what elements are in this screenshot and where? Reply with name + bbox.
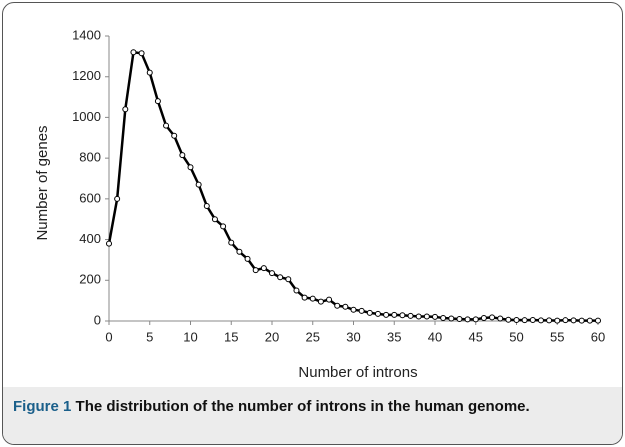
y-tick-label: 800 <box>79 150 101 165</box>
point <box>595 317 601 324</box>
point <box>350 306 357 313</box>
point <box>489 314 496 321</box>
point <box>220 223 227 230</box>
y-axis-label: Number of genes <box>34 125 51 240</box>
point <box>374 310 381 317</box>
x-axis-label: Number of introns <box>298 364 417 381</box>
x-tick-label: 25 <box>306 329 320 344</box>
point <box>211 216 218 223</box>
point <box>269 270 275 277</box>
point <box>497 315 504 322</box>
point <box>423 313 430 320</box>
point <box>366 309 373 316</box>
point <box>342 303 349 310</box>
point <box>383 311 390 318</box>
point <box>146 69 153 76</box>
point <box>154 98 161 105</box>
point <box>106 240 112 247</box>
point <box>578 317 585 324</box>
point <box>163 122 170 129</box>
point <box>391 311 398 318</box>
y-tick-label: 400 <box>79 231 101 246</box>
point <box>309 295 316 302</box>
point <box>285 276 292 283</box>
y-tick-label: 200 <box>79 272 101 287</box>
point <box>432 313 438 320</box>
point <box>179 152 186 159</box>
point <box>448 315 455 322</box>
x-tick-label: 0 <box>105 329 112 344</box>
x-tick-label: 15 <box>224 329 238 344</box>
x-tick-label: 10 <box>183 329 197 344</box>
y-tick-label: 1200 <box>72 68 101 83</box>
point <box>301 294 308 301</box>
point <box>440 314 447 321</box>
point <box>529 316 536 323</box>
y-tick-label: 0 <box>94 312 101 327</box>
x-tick-label: 50 <box>509 329 523 344</box>
chart: Number of introns Number of genes 020040… <box>34 27 605 381</box>
caption-text: The distribution of the number of intron… <box>75 398 530 415</box>
point <box>203 202 210 209</box>
x-tick-label: 60 <box>591 329 605 344</box>
point <box>260 265 267 272</box>
point <box>521 317 528 324</box>
point <box>570 317 577 324</box>
point <box>236 248 243 255</box>
point <box>130 49 137 56</box>
x-tick-label: 20 <box>265 329 279 344</box>
point <box>562 317 569 324</box>
point <box>456 315 463 322</box>
y-tick-label: 1000 <box>72 109 101 124</box>
caption: Figure 1 The distribution of the number … <box>3 387 622 444</box>
point <box>513 316 520 323</box>
point <box>228 239 235 246</box>
x-tick-label: 40 <box>428 329 442 344</box>
point <box>399 312 406 319</box>
point <box>546 317 553 324</box>
point <box>252 267 259 274</box>
point <box>415 313 422 320</box>
x-tick-label: 5 <box>146 329 153 344</box>
point <box>480 314 487 321</box>
point <box>317 298 324 305</box>
y-tick-label: 1400 <box>72 27 101 42</box>
point <box>138 50 145 57</box>
x-tick-label: 45 <box>469 329 483 344</box>
caption-label: Figure 1 <box>13 398 72 415</box>
point <box>407 312 414 319</box>
line <box>107 51 598 322</box>
point <box>586 317 593 324</box>
point <box>505 316 512 323</box>
x-tick-label: 30 <box>346 329 360 344</box>
point <box>554 317 561 324</box>
x-tick-label: 35 <box>387 329 401 344</box>
point <box>114 195 121 202</box>
y-tick-label: 600 <box>79 190 101 205</box>
point <box>464 316 471 323</box>
point <box>277 274 284 281</box>
point <box>195 181 202 188</box>
point <box>187 164 194 171</box>
point <box>472 316 479 323</box>
point <box>122 106 129 113</box>
point <box>293 287 300 294</box>
point <box>244 255 251 262</box>
x-tick-label: 55 <box>550 329 564 344</box>
point <box>171 132 178 139</box>
point <box>326 296 333 303</box>
point <box>537 317 544 324</box>
point <box>358 307 365 314</box>
point <box>334 302 341 309</box>
